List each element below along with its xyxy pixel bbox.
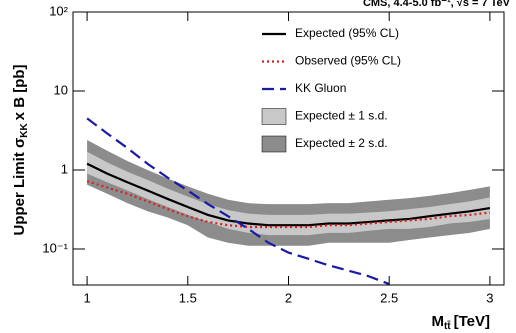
x-label-main: M: [431, 313, 444, 330]
band: [87, 151, 490, 236]
chart-title: CMS, 4.4-5.0 fb⁻¹, √s = 7 TeV: [363, 0, 511, 9]
y-label-unit: x B [pb]: [11, 64, 28, 120]
x-tick-label: 2: [285, 290, 292, 305]
legend-swatch: [261, 135, 287, 153]
series-line: [86, 180, 491, 229]
y-label-sub: KK: [19, 123, 30, 138]
x-tick-label: 2.5: [380, 290, 398, 305]
series-line: [86, 117, 390, 285]
y-axis-label: Upper Limit σKK x B [pb]: [11, 64, 30, 235]
x-label-unit: [TeV]: [454, 313, 490, 330]
x-tick-label: 1: [83, 290, 90, 305]
x-axis-label: Mtt̄ [TeV]: [431, 313, 490, 332]
legend-label: Expected (95% CL): [295, 26, 399, 40]
legend-label: Expected ± 2 s.d.: [295, 136, 388, 150]
plot-area: [86, 117, 491, 285]
axes: 1 1.5 2 2.5 3 10² 10 1 10⁻¹ Expected (95% CL) Obse…: [42, 3, 504, 305]
y-label-main: Upper Limit σ: [11, 138, 28, 236]
y-tick-label: 10: [54, 82, 68, 97]
legend-label: Expected ± 1 s.d.: [295, 109, 388, 123]
frame: [72, 11, 505, 286]
y-tick-label: 1: [61, 161, 68, 176]
legend-label: Observed (95% CL): [295, 54, 401, 68]
x-tick-label: 3: [486, 290, 493, 305]
x-label-sub: tt̄: [444, 320, 451, 332]
x-tick-label: 1.5: [179, 290, 197, 305]
y-tick-label: 10⁻¹: [42, 240, 68, 255]
series-line: [86, 162, 491, 227]
legend-swatch: [261, 108, 287, 125]
legend-label: KK Gluon: [295, 81, 346, 95]
y-tick-label: 10²: [49, 3, 68, 18]
